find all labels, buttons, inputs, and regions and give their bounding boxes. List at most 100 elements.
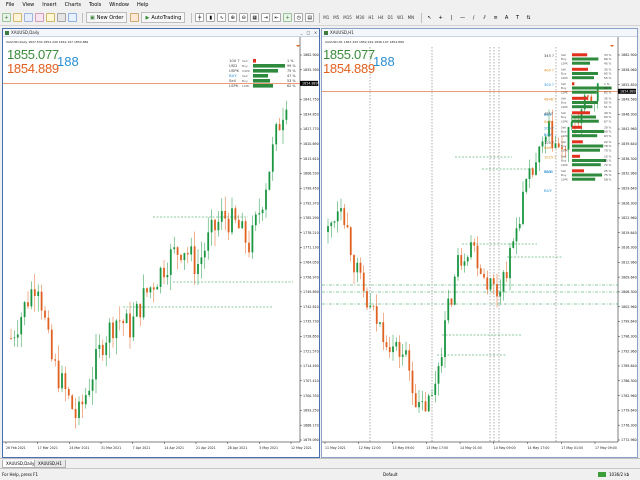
candle-body [392, 346, 394, 353]
bar-chart-icon[interactable]: ╪ [195, 13, 205, 22]
navigator-icon[interactable] [46, 13, 55, 22]
timeframe-h4[interactable]: H4 [377, 15, 384, 20]
candle-body [398, 341, 401, 357]
ask-price: 1854.889 [323, 61, 375, 76]
timeframe-d1[interactable]: D1 [387, 15, 394, 20]
candle-body [20, 317, 23, 335]
date-axis-label: 21 Apr 2021 [196, 446, 216, 450]
autoscroll-icon[interactable]: ⇥ [261, 13, 271, 22]
chart-window-title-bar[interactable]: XAUUSD,H1 [322, 29, 637, 37]
label-tool-icon[interactable]: T [516, 14, 520, 21]
menu-charts[interactable]: Charts [64, 2, 81, 8]
price-chart-h1[interactable]: 1862.900 1858.060 1852.850 1849.580 1846.300… [322, 37, 637, 457]
templates-icon[interactable]: ▤ [305, 13, 315, 22]
candle-body [190, 246, 193, 255]
signal-percent: 58 % [604, 177, 612, 181]
new-chart-icon[interactable]: + [2, 13, 11, 22]
text-tool-icon[interactable]: A [504, 14, 509, 21]
candle-chart-icon[interactable]: ▮ [206, 13, 216, 22]
price-axis-label: 1735.730 [303, 320, 319, 324]
candle-body [282, 119, 284, 131]
chart-window-title-bar[interactable]: XAUUSD,Daily _ □ × [3, 29, 319, 37]
maximize-icon[interactable]: □ [306, 30, 311, 35]
channel-icon[interactable]: ⫽ [483, 14, 486, 21]
menu-tools[interactable]: Tools [88, 2, 102, 8]
menu-help[interactable]: Help [137, 2, 149, 8]
price-axis-label: 1826.300 [621, 201, 637, 205]
candle-body [401, 354, 404, 357]
crosshair-icon[interactable]: + [438, 14, 443, 21]
menu-file[interactable]: File [6, 2, 15, 8]
menu-view[interactable]: View [22, 2, 35, 8]
candle-body [261, 209, 264, 214]
timeframe-m15[interactable]: M15 [343, 15, 352, 20]
trendline-icon[interactable]: ∕ [472, 14, 475, 21]
menu-insert[interactable]: Insert [42, 2, 57, 8]
signal-percent: 55 % [604, 76, 612, 80]
candle-body [515, 228, 518, 242]
candle-body [505, 272, 508, 279]
chart-shift-icon[interactable]: ⇤ [272, 13, 282, 22]
signal-type-label: Sell [561, 126, 566, 130]
new-order-button[interactable]: ▣ New Order [86, 12, 128, 23]
candle-body [343, 208, 346, 226]
fibonacci-icon[interactable]: ≡ [493, 14, 498, 21]
timeframe-mn[interactable]: MN [407, 15, 415, 20]
candle-body [427, 395, 430, 412]
timeframe-m1[interactable]: M1 [323, 15, 330, 20]
timeframe-h1[interactable]: H1 [368, 15, 374, 20]
status-bar: For Help, press F1 Default 1036/2 kb [0, 468, 640, 480]
timeframe-m30[interactable]: M30 [355, 15, 365, 20]
menu-window[interactable]: Window [109, 2, 129, 8]
zoom-out-icon[interactable]: ⊖ [239, 13, 249, 22]
signal-strength-bar [572, 101, 598, 104]
line-chart-icon[interactable]: ∿ [217, 13, 227, 22]
horizontal-line-icon[interactable]: — [460, 14, 466, 21]
candle-body [112, 322, 114, 339]
terminal-icon[interactable] [57, 13, 66, 22]
signal-row-value: 75 % [287, 69, 296, 73]
candle-body [159, 267, 162, 287]
bid-price: 1855.077 [323, 47, 375, 62]
side-signal-label: Sell [544, 145, 551, 150]
arrows-tool-icon[interactable]: ⇅ [526, 14, 531, 21]
profiles-icon[interactable] [13, 13, 22, 22]
date-axis-label: 5 May 2021 [259, 446, 278, 450]
candle-body [525, 178, 528, 192]
candle-body [234, 208, 237, 220]
strategy-tester-icon[interactable] [68, 13, 77, 22]
cursor-icon[interactable]: ↖ [427, 14, 432, 21]
metaeditor-icon[interactable] [130, 13, 140, 22]
market-watch-icon[interactable] [24, 13, 33, 22]
indicators-icon[interactable]: + [283, 13, 293, 22]
candle-body [275, 124, 278, 145]
signal-type-label: Buy [242, 79, 248, 83]
signal-percent: 33 % [604, 53, 612, 57]
signal-type-label: Sell [561, 68, 566, 72]
minimize-icon[interactable]: _ [300, 30, 303, 35]
candle-body [265, 189, 267, 210]
zoom-in-icon[interactable]: ⊕ [228, 13, 238, 22]
chart-window-daily[interactable]: XAUUSD,Daily _ □ × 1862.9001855.3901848.… [2, 28, 320, 458]
price-axis-label: 1779.640 [621, 409, 637, 413]
data-window-icon[interactable] [35, 13, 44, 22]
signal-percent: 75 % [604, 173, 612, 177]
price-chart-daily[interactable]: 1862.9001855.3901848.0701841.7501834.850… [3, 37, 319, 457]
close-icon[interactable]: × [313, 30, 318, 35]
price-axis-label: 1799.640 [621, 320, 637, 324]
timeframe-w1[interactable]: W1 [397, 15, 404, 20]
tile-windows-icon[interactable]: ▦ [250, 13, 260, 22]
price-axis-label: 1819.640 [621, 231, 637, 235]
signal-type-label: LSPK [561, 148, 568, 152]
tab-xauusd-h1[interactable]: XAUUSD,H1 [34, 460, 66, 468]
autotrading-button[interactable]: ▶ AutoTrading [141, 12, 186, 23]
candle-body [372, 305, 375, 307]
candle-body [557, 143, 560, 148]
tab-xauusd-daily[interactable]: XAUUSD,Daily [2, 460, 39, 468]
vertical-line-icon[interactable]: | [450, 14, 453, 21]
signal-row-value: 47 % [287, 74, 296, 78]
chart-window-h1[interactable]: XAUUSD,H1 1862.900 1858.060 1852.850 1849.5… [321, 28, 638, 458]
periods-icon[interactable]: ◷ [294, 13, 304, 22]
timeframe-m5[interactable]: M5 [333, 15, 340, 20]
signal-type-label: LSPK [561, 61, 568, 65]
